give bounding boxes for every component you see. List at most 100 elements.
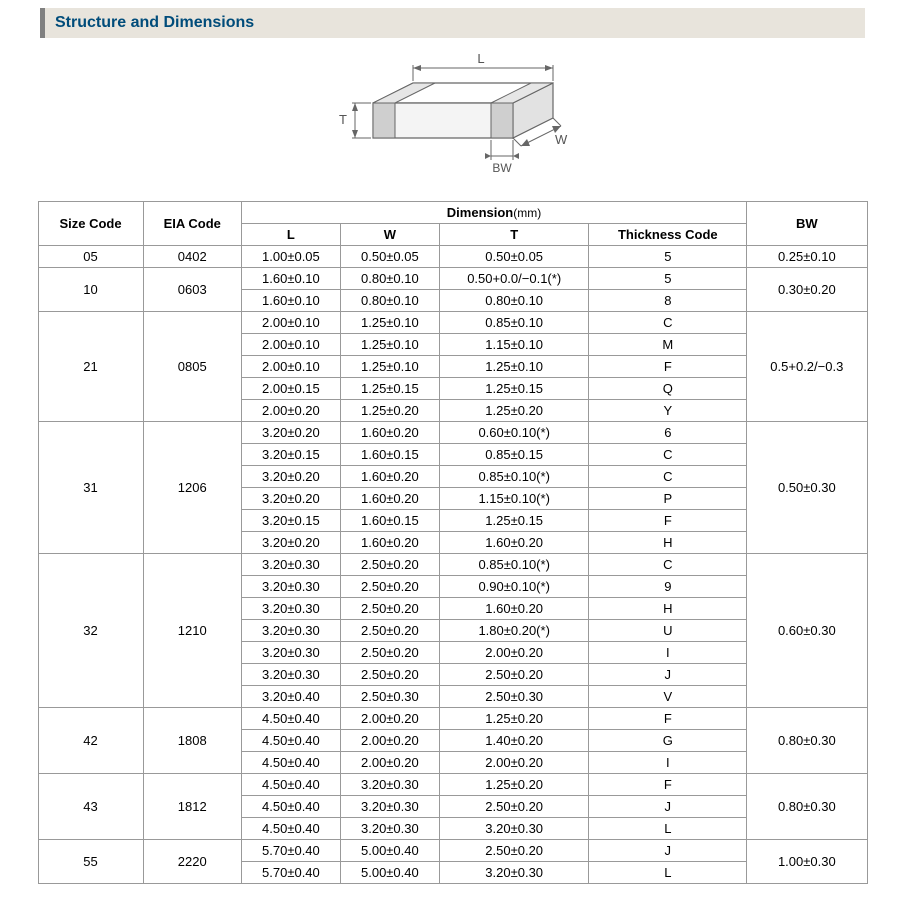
cell-bw: 0.80±0.30 (747, 708, 867, 774)
cell-tc: 6 (589, 422, 747, 444)
cell-eia-code: 2220 (143, 840, 241, 884)
cell-W: 1.25±0.20 (340, 400, 439, 422)
cell-T: 3.20±0.30 (439, 862, 589, 884)
cell-L: 5.70±0.40 (241, 840, 340, 862)
cell-T: 1.60±0.20 (439, 532, 589, 554)
cell-L: 4.50±0.40 (241, 774, 340, 796)
cell-tc: Q (589, 378, 747, 400)
table-row: 5522205.70±0.405.00±0.402.50±0.20J1.00±0… (38, 840, 867, 862)
cell-size-code: 55 (38, 840, 143, 884)
cell-tc: 5 (589, 246, 747, 268)
cell-tc: L (589, 818, 747, 840)
cell-tc: 9 (589, 576, 747, 598)
th-size-code: Size Code (38, 202, 143, 246)
cell-tc: Y (589, 400, 747, 422)
cell-bw: 0.50±0.30 (747, 422, 867, 554)
diagram-label-BW: BW (492, 161, 512, 175)
cell-W: 3.20±0.30 (340, 774, 439, 796)
cell-W: 2.00±0.20 (340, 730, 439, 752)
cell-W: 1.60±0.15 (340, 444, 439, 466)
cell-W: 1.25±0.10 (340, 334, 439, 356)
table-row: 4318124.50±0.403.20±0.301.25±0.20F0.80±0… (38, 774, 867, 796)
cell-L: 3.20±0.30 (241, 598, 340, 620)
cell-L: 3.20±0.30 (241, 664, 340, 686)
cell-L: 4.50±0.40 (241, 730, 340, 752)
cell-tc: H (589, 598, 747, 620)
cell-T: 1.15±0.10 (439, 334, 589, 356)
th-bw: BW (747, 202, 867, 246)
cell-size-code: 32 (38, 554, 143, 708)
cell-tc: J (589, 796, 747, 818)
cell-L: 2.00±0.10 (241, 334, 340, 356)
cell-W: 2.00±0.20 (340, 752, 439, 774)
cell-T: 3.20±0.30 (439, 818, 589, 840)
cell-L: 3.20±0.20 (241, 532, 340, 554)
cell-size-code: 21 (38, 312, 143, 422)
cell-T: 0.90±0.10(*) (439, 576, 589, 598)
diagram-label-W: W (555, 132, 568, 147)
cell-W: 1.60±0.20 (340, 422, 439, 444)
cell-W: 0.80±0.10 (340, 268, 439, 290)
cell-T: 0.50+0.0/−0.1(*) (439, 268, 589, 290)
cell-W: 2.50±0.30 (340, 686, 439, 708)
cell-T: 0.85±0.10(*) (439, 466, 589, 488)
cell-W: 3.20±0.30 (340, 796, 439, 818)
cell-T: 2.50±0.20 (439, 796, 589, 818)
th-L: L (241, 224, 340, 246)
cell-size-code: 31 (38, 422, 143, 554)
cell-L: 3.20±0.30 (241, 576, 340, 598)
cell-tc: C (589, 466, 747, 488)
cell-tc: J (589, 664, 747, 686)
cell-eia-code: 0603 (143, 268, 241, 312)
cell-tc: H (589, 532, 747, 554)
cell-eia-code: 1812 (143, 774, 241, 840)
cell-L: 1.00±0.05 (241, 246, 340, 268)
cell-W: 1.25±0.10 (340, 356, 439, 378)
cell-tc: L (589, 862, 747, 884)
cell-T: 2.00±0.20 (439, 752, 589, 774)
cell-tc: F (589, 774, 747, 796)
cell-W: 2.50±0.20 (340, 620, 439, 642)
table-row: 4218084.50±0.402.00±0.201.25±0.20F0.80±0… (38, 708, 867, 730)
cell-tc: M (589, 334, 747, 356)
cell-L: 3.20±0.15 (241, 510, 340, 532)
cell-T: 0.85±0.10 (439, 312, 589, 334)
cell-bw: 1.00±0.30 (747, 840, 867, 884)
cell-L: 3.20±0.20 (241, 488, 340, 510)
th-dimension: Dimension(mm) (241, 202, 746, 224)
cell-size-code: 43 (38, 774, 143, 840)
cell-tc: U (589, 620, 747, 642)
cell-T: 0.85±0.10(*) (439, 554, 589, 576)
cell-W: 2.50±0.20 (340, 554, 439, 576)
cell-T: 2.00±0.20 (439, 642, 589, 664)
cell-W: 1.60±0.15 (340, 510, 439, 532)
cell-size-code: 05 (38, 246, 143, 268)
table-row: 0504021.00±0.050.50±0.050.50±0.0550.25±0… (38, 246, 867, 268)
cell-T: 1.40±0.20 (439, 730, 589, 752)
cell-L: 1.60±0.10 (241, 268, 340, 290)
cell-T: 0.80±0.10 (439, 290, 589, 312)
cell-size-code: 42 (38, 708, 143, 774)
cell-L: 4.50±0.40 (241, 796, 340, 818)
cell-L: 1.60±0.10 (241, 290, 340, 312)
dimensions-table: Size Code EIA Code Dimension(mm) BW L W … (38, 201, 868, 884)
cell-bw: 0.25±0.10 (747, 246, 867, 268)
cell-W: 5.00±0.40 (340, 862, 439, 884)
table-row: 1006031.60±0.100.80±0.100.50+0.0/−0.1(*)… (38, 268, 867, 290)
cell-L: 4.50±0.40 (241, 752, 340, 774)
cell-tc: F (589, 510, 747, 532)
cell-T: 0.85±0.15 (439, 444, 589, 466)
table-row: 2108052.00±0.101.25±0.100.85±0.10C0.5+0.… (38, 312, 867, 334)
cell-W: 2.50±0.20 (340, 598, 439, 620)
cell-T: 1.15±0.10(*) (439, 488, 589, 510)
cell-T: 1.25±0.20 (439, 400, 589, 422)
cell-tc: C (589, 312, 747, 334)
cell-L: 3.20±0.30 (241, 642, 340, 664)
cell-L: 2.00±0.10 (241, 312, 340, 334)
cell-W: 2.00±0.20 (340, 708, 439, 730)
cell-W: 2.50±0.20 (340, 576, 439, 598)
cell-W: 1.25±0.10 (340, 312, 439, 334)
section-title: Structure and Dimensions (40, 8, 865, 38)
cell-T: 0.50±0.05 (439, 246, 589, 268)
cell-L: 3.20±0.20 (241, 422, 340, 444)
